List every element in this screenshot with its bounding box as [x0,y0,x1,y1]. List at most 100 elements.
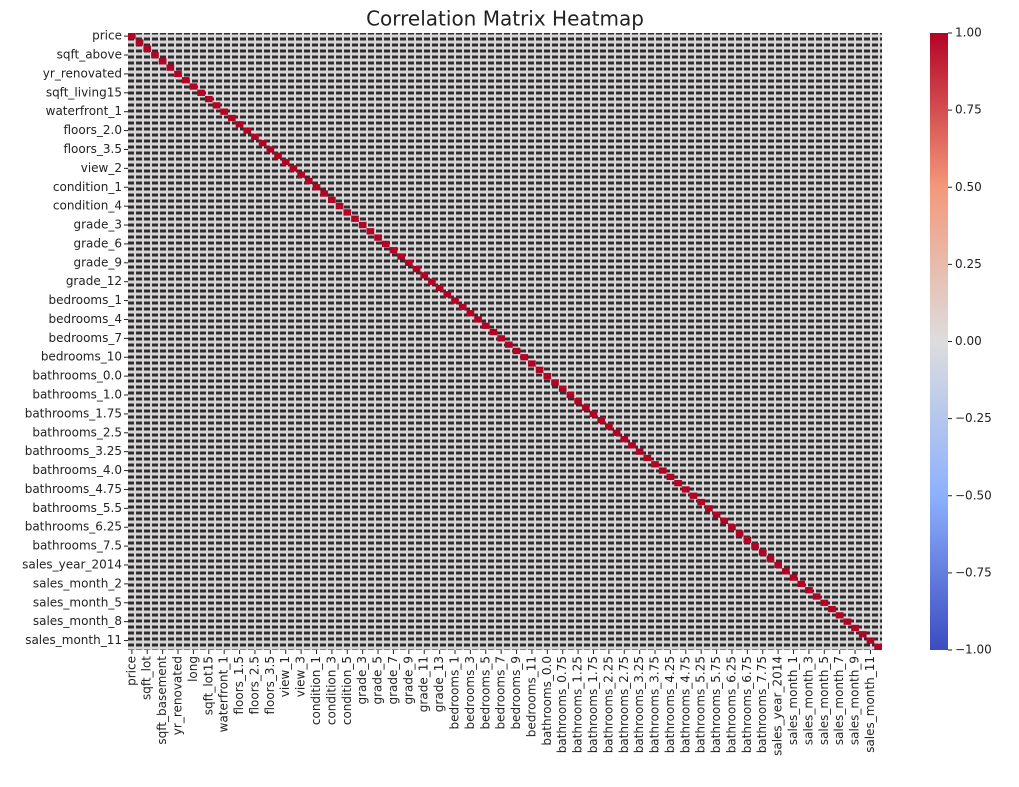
x-tick-label: sqft_basement [155,656,169,745]
y-tick-label: condition_4 [53,199,122,213]
cell [851,624,859,632]
cell [204,95,213,103]
cell [366,228,375,235]
colorbar-tick-label: 0.50 [955,180,982,194]
cell [343,209,352,216]
y-tick-label: condition_1 [53,180,122,194]
colorbar [930,33,948,650]
cell [189,83,198,90]
y-tick-label: sqft_living15 [46,85,122,99]
y-tick-label: sqft_above [57,48,122,62]
y-tick-label: bathrooms_7.5 [32,539,122,553]
y-tick-label: bathrooms_5.5 [32,501,122,515]
colorbar-tick-label: −0.50 [955,488,992,502]
y-tick-label: sales_month_11 [25,633,122,647]
y-tick-label: bathrooms_4.75 [25,482,122,496]
cell [766,555,775,562]
x-tick-label: bedrooms_7 [494,656,508,730]
cell [835,612,844,619]
x-tick-label: grade_11 [417,656,431,712]
colorbar-tick-label: −1.00 [955,643,992,657]
cell [820,599,829,606]
x-tick-label: sqft_lot15 [201,656,215,715]
y-tick-label: price [92,29,122,43]
cell [466,310,475,317]
y-tick-label: bedrooms_10 [41,350,122,364]
x-tick-label: bathrooms_3.75 [648,656,662,753]
colorbar-tick-label: 1.00 [955,26,982,40]
cell [497,335,505,342]
x-tick-label: bedrooms_3 [463,656,477,730]
x-tick-label: sales_month_3 [801,656,815,745]
cell [666,473,675,481]
y-tick-label: bathrooms_6.25 [25,520,122,534]
cell [758,549,767,556]
x-tick-label: bathrooms_2.25 [601,656,615,753]
cell [581,404,590,411]
cell [174,70,182,78]
x-tick-label: sqft_lot [140,656,154,700]
cell [789,574,798,581]
colorbar-tick-label: 0.25 [955,257,982,271]
cell [404,259,413,266]
x-tick-label: condition_5 [340,656,354,725]
x-tick-label: bathrooms_7.75 [755,656,769,753]
cell [828,605,836,613]
y-tick-label: bedrooms_4 [48,312,122,326]
cell [735,530,744,537]
x-tick-label: bedrooms_9 [509,656,523,730]
cell [543,372,552,380]
x-tick-label: condition_3 [324,656,338,725]
cell [181,77,190,84]
cell [243,127,252,134]
x-tick-label: bedrooms_5 [478,656,492,730]
cell [312,184,321,191]
cell [412,265,421,273]
x-tick-label: waterfront_1 [217,656,231,732]
cell [743,536,752,543]
y-tick-label: bathrooms_2.5 [32,425,122,439]
colorbar-tick-label: 0.75 [955,103,982,117]
x-tick-label: bathrooms_5.25 [694,656,708,753]
cell [805,587,813,594]
cell [520,354,529,361]
cell [143,45,152,52]
cell [797,580,806,588]
cell [443,291,452,298]
cell [751,542,759,550]
y-tick-label: bathrooms_1.75 [25,406,122,420]
x-tick-label: bathrooms_6.75 [740,656,754,753]
y-tick-label: bedrooms_7 [48,331,122,345]
cell [328,196,336,203]
x-tick-label: long [186,656,200,682]
cell [374,234,382,241]
x-tick-label: sales_month_7 [832,656,846,745]
x-tick-label: sales_month_11 [863,656,877,753]
cell [635,448,644,455]
cell [351,215,359,222]
x-tick-label: yr_renovated [171,656,185,735]
x-tick-label: grade_5 [371,656,385,705]
x-tick-label: view_3 [294,656,308,697]
x-tick-label: bathrooms_2.75 [617,656,631,753]
y-tick-label: bathrooms_3.25 [25,444,122,458]
cell [651,461,659,468]
x-tick-label: bathrooms_4.75 [678,656,692,753]
colorbar-tick-label: −0.25 [955,411,992,425]
cell [397,253,405,260]
cell [512,347,521,355]
cell [381,240,390,248]
cell [128,33,136,40]
cell [612,429,621,436]
cell [566,391,575,399]
x-tick-label: bathrooms_0.0 [540,656,554,746]
y-tick-label: sales_month_5 [33,595,122,609]
cell [458,303,467,311]
cell [420,272,429,279]
cell [812,593,821,600]
y-tick-label: grade_6 [73,236,122,250]
cell [774,561,782,569]
cell [158,58,167,65]
y-tick-label: waterfront_1 [46,104,122,118]
